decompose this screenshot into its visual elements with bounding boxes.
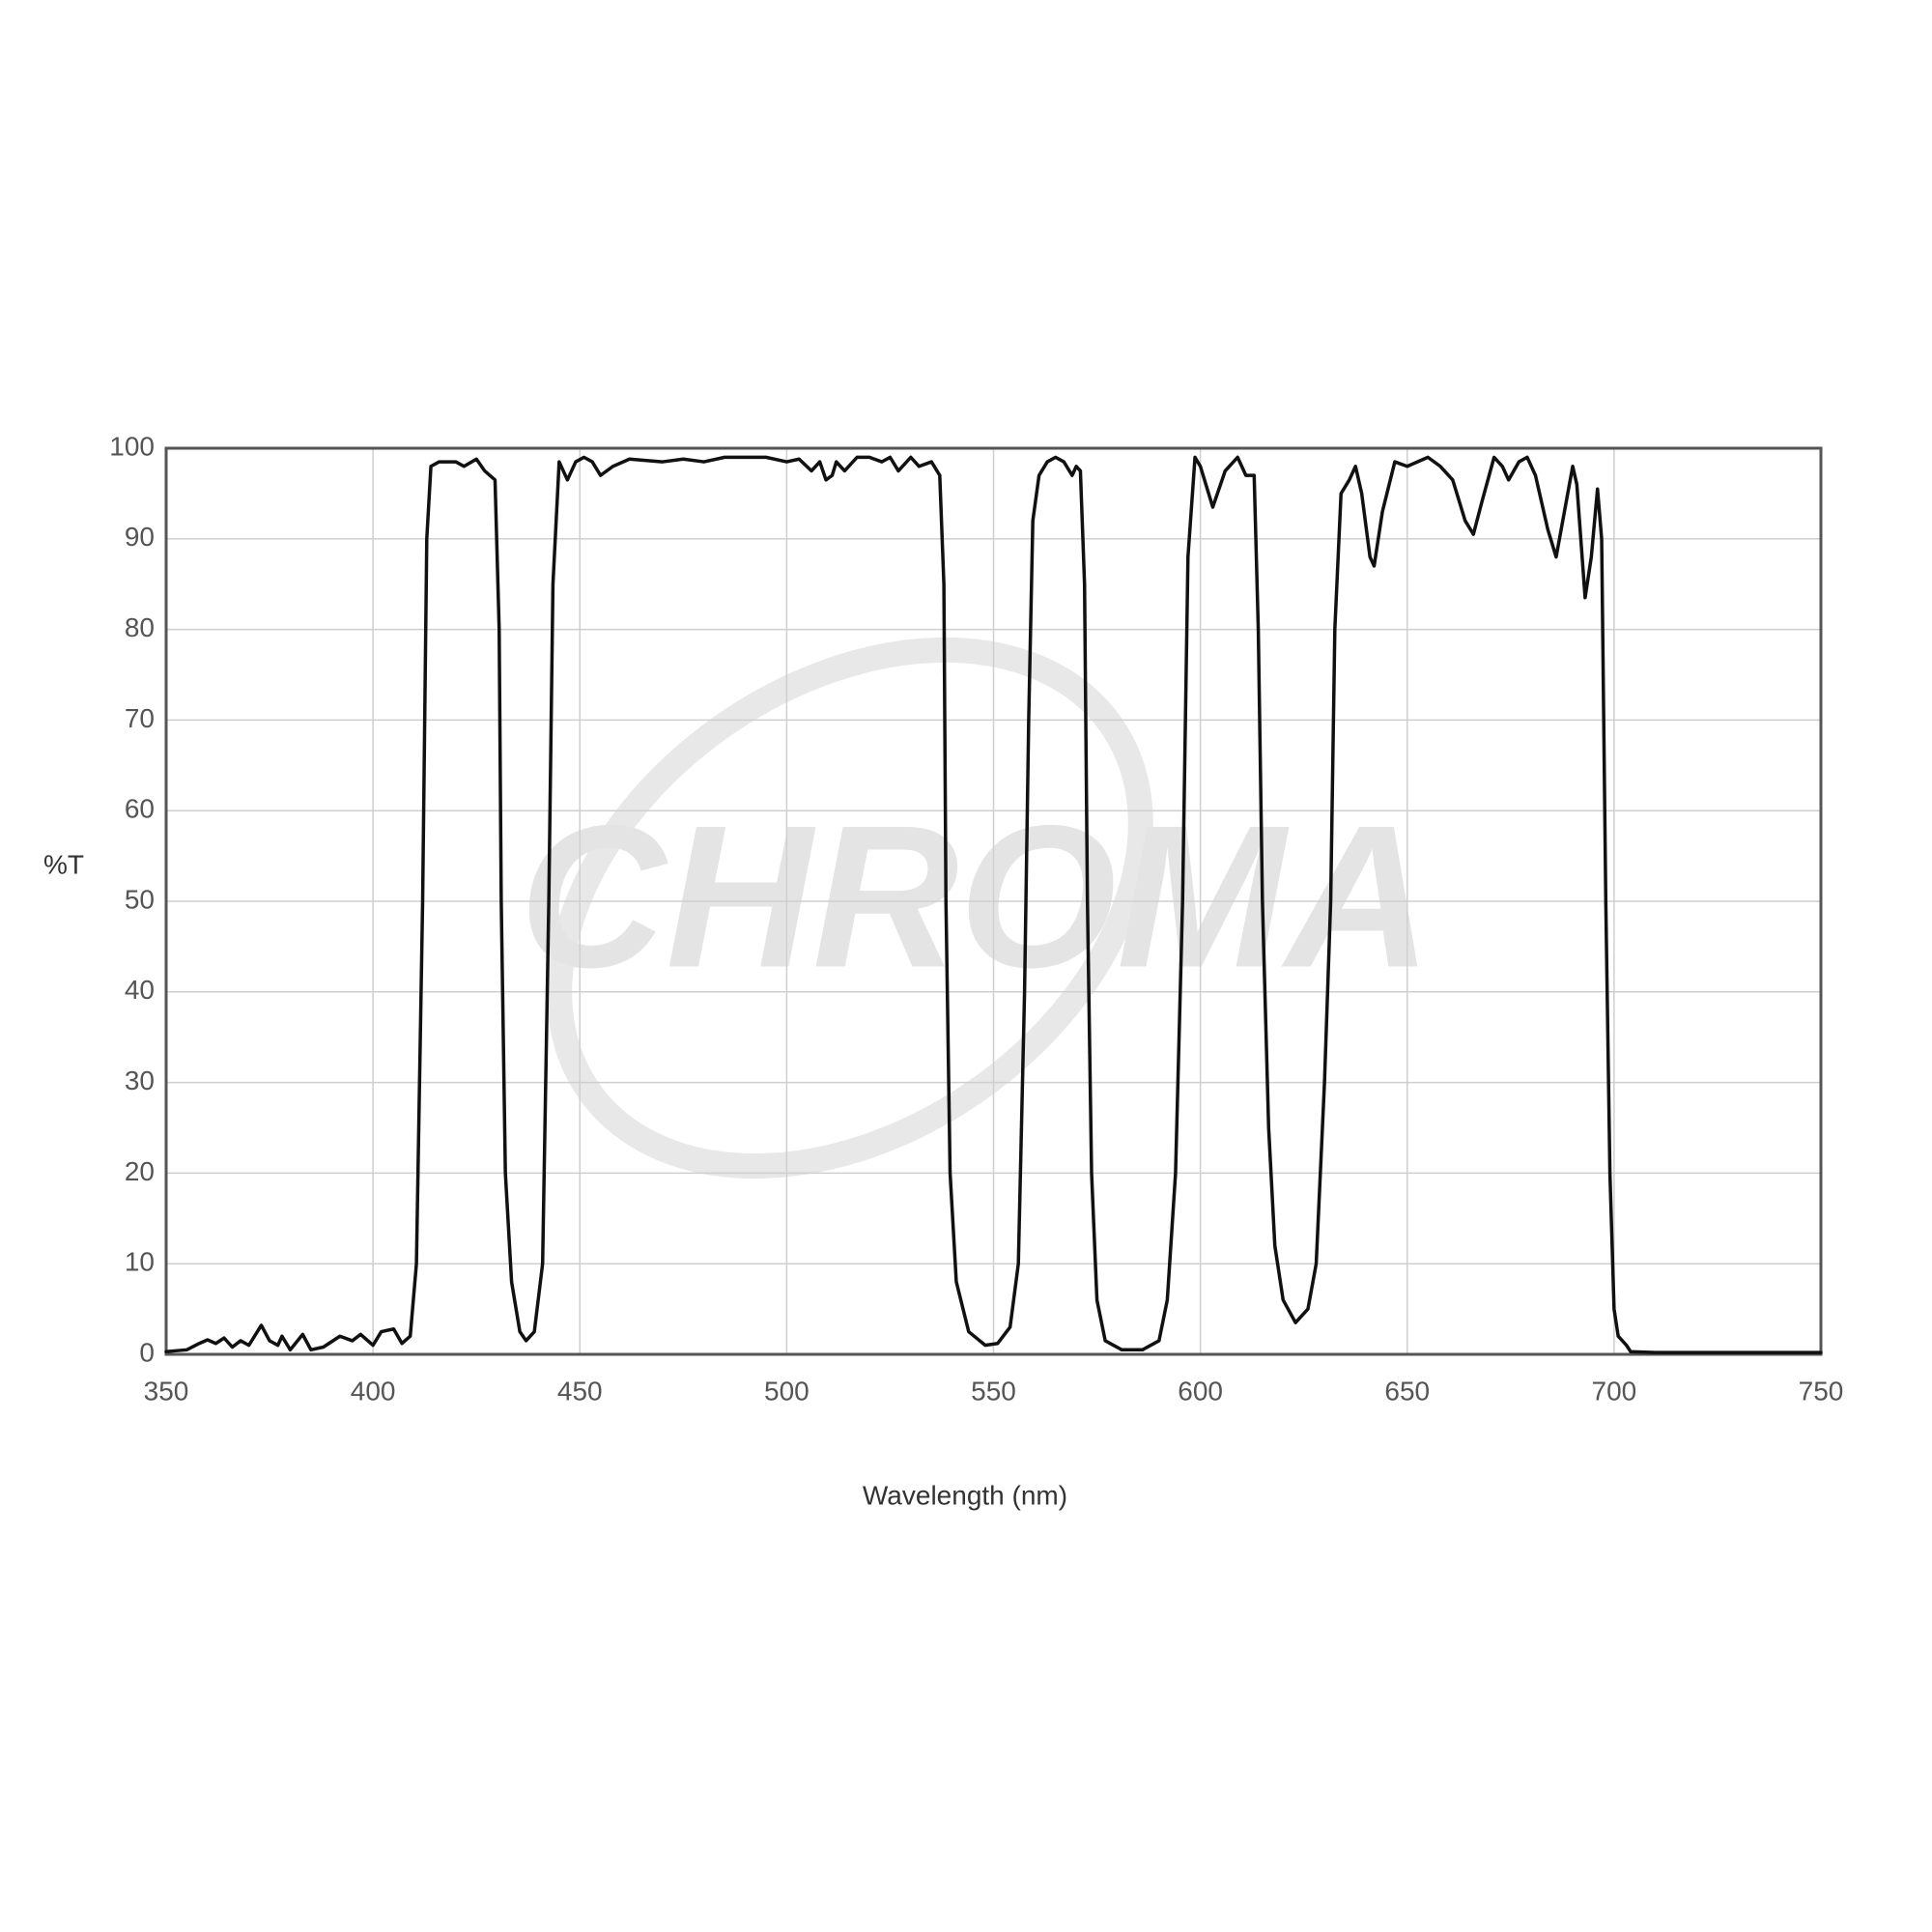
y-tick-label: 30 (125, 1065, 155, 1095)
x-tick-label: 600 (1178, 1376, 1223, 1406)
x-tick-label: 650 (1384, 1376, 1430, 1406)
y-tick-label: 20 (125, 1156, 155, 1186)
y-tick-label: 90 (125, 522, 155, 552)
x-tick-label: 450 (557, 1376, 603, 1406)
plot-border (164, 446, 1823, 1356)
x-tick-label: 500 (764, 1376, 810, 1406)
x-tick-label: 400 (351, 1376, 396, 1406)
y-tick-label: 60 (125, 794, 155, 824)
watermark-group: CHROMA (520, 637, 1433, 1179)
y-tick-label: 100 (109, 431, 155, 461)
watermark: CHROMA (520, 782, 1433, 1009)
watermark-swoosh (547, 637, 1153, 1179)
y-tick-label: 80 (125, 612, 155, 642)
y-tick-label: 40 (125, 975, 155, 1005)
x-tick-label: 750 (1799, 1376, 1844, 1406)
y-tick-label: 70 (125, 703, 155, 733)
data-line (164, 455, 1823, 1354)
y-axis-label: %T (43, 849, 84, 879)
x-tick-label: 700 (1592, 1376, 1637, 1406)
x-tick-label: 550 (971, 1376, 1016, 1406)
x-axis-label: Wavelength (nm) (863, 1480, 1067, 1510)
y-tick-label: 0 (139, 1337, 155, 1367)
y-tick-label: 10 (125, 1247, 155, 1277)
x-tick-label: 350 (144, 1376, 189, 1406)
y-tick-label: 50 (125, 884, 155, 914)
